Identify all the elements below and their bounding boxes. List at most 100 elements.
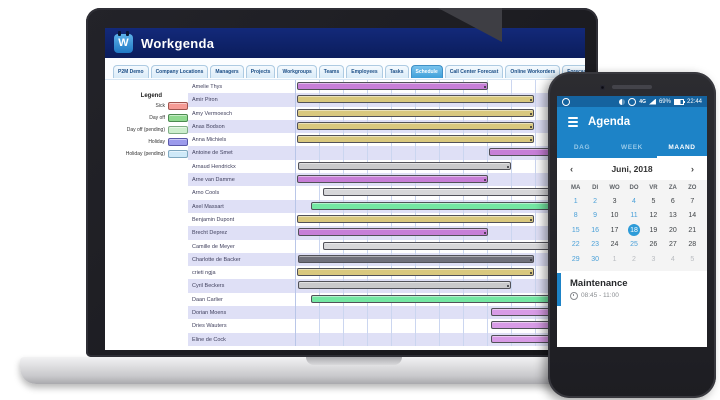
schedule-cells[interactable] bbox=[295, 332, 585, 346]
nav-tab[interactable]: Tasks bbox=[384, 65, 409, 78]
next-month-button[interactable]: › bbox=[690, 163, 694, 175]
calendar-day[interactable]: 4 bbox=[624, 194, 643, 209]
calendar-day[interactable]: 7 bbox=[683, 194, 702, 209]
calendar-day[interactable]: 18 bbox=[624, 223, 643, 238]
employee-name[interactable]: Cyril Beckers bbox=[192, 283, 225, 290]
calendar-day[interactable]: 5 bbox=[644, 194, 663, 209]
employee-name[interactable]: Brecht Deprez bbox=[192, 230, 228, 237]
calendar-day[interactable]: 2 bbox=[624, 252, 643, 267]
employee-name[interactable]: Amy Vermoesch bbox=[192, 110, 233, 117]
schedule-cells[interactable] bbox=[295, 80, 585, 94]
calendar-day[interactable]: 12 bbox=[644, 209, 663, 224]
calendar-day[interactable]: 6 bbox=[663, 194, 682, 209]
employee-name[interactable]: Arnaud Hendrickx bbox=[192, 163, 236, 170]
event-card[interactable]: Maintenance 08:45 - 11:00 bbox=[557, 272, 707, 306]
schedule-cells[interactable] bbox=[295, 319, 585, 333]
employee-name[interactable]: Amir Piron bbox=[192, 97, 218, 104]
calendar-day[interactable]: 28 bbox=[683, 238, 702, 253]
view-tab[interactable]: DAG bbox=[573, 144, 591, 151]
employee-name[interactable]: crieti ngja bbox=[192, 270, 216, 277]
calendar-day[interactable]: 15 bbox=[566, 223, 585, 238]
calendar-day[interactable]: 3 bbox=[644, 252, 663, 267]
nav-tab[interactable]: Workgroups bbox=[277, 65, 317, 78]
calendar-day[interactable]: 22 bbox=[566, 238, 585, 253]
schedule-cells[interactable] bbox=[295, 119, 585, 134]
schedule-bar[interactable] bbox=[323, 241, 585, 250]
schedule-cells[interactable] bbox=[295, 226, 585, 240]
schedule-bar[interactable] bbox=[297, 175, 488, 184]
employee-name[interactable]: Eline de Cock bbox=[192, 336, 226, 343]
employee-name[interactable]: Arno Cools bbox=[192, 190, 220, 197]
employee-name[interactable]: Axel Massart bbox=[192, 203, 224, 210]
calendar-day[interactable]: 19 bbox=[644, 223, 663, 238]
nav-tab[interactable]: Employees bbox=[346, 65, 383, 78]
calendar-day[interactable]: 27 bbox=[663, 238, 682, 253]
employee-name[interactable]: Anas Bodson bbox=[192, 123, 225, 130]
calendar-day[interactable]: 24 bbox=[605, 238, 624, 253]
schedule-cells[interactable] bbox=[295, 306, 585, 320]
schedule-cells[interactable] bbox=[295, 133, 585, 147]
employee-name[interactable]: Dorian Moens bbox=[192, 310, 227, 317]
schedule-cells[interactable] bbox=[295, 292, 585, 307]
schedule-cells[interactable] bbox=[295, 266, 585, 280]
schedule-cells[interactable] bbox=[295, 212, 585, 227]
calendar-day[interactable]: 30 bbox=[585, 252, 604, 267]
schedule-bar[interactable] bbox=[323, 188, 585, 197]
prev-month-button[interactable]: ‹ bbox=[570, 163, 574, 175]
employee-name[interactable]: Daan Carlier bbox=[192, 296, 223, 303]
calendar-day[interactable]: 17 bbox=[605, 223, 624, 238]
employee-name[interactable]: Anna Michiels bbox=[192, 137, 227, 144]
employee-name[interactable]: Amelie Thys bbox=[192, 84, 223, 90]
schedule-bar[interactable] bbox=[297, 135, 534, 144]
nav-tab[interactable]: Managers bbox=[210, 65, 244, 78]
schedule-bar[interactable] bbox=[298, 254, 534, 263]
calendar-day[interactable]: 10 bbox=[605, 209, 624, 224]
calendar-day[interactable]: 4 bbox=[663, 252, 682, 267]
nav-tab[interactable]: Projects bbox=[245, 65, 276, 78]
schedule-cells[interactable] bbox=[295, 146, 585, 160]
calendar-day[interactable]: 23 bbox=[585, 238, 604, 253]
nav-tab[interactable]: Online Workorders bbox=[505, 65, 561, 78]
schedule-cells[interactable] bbox=[295, 279, 585, 293]
nav-tab[interactable]: Call Center Forecast bbox=[444, 65, 504, 78]
calendar-day[interactable]: 26 bbox=[644, 238, 663, 253]
calendar-day[interactable]: 3 bbox=[605, 194, 624, 209]
calendar-day[interactable]: 9 bbox=[585, 209, 604, 224]
nav-tab[interactable]: Schedule bbox=[410, 65, 443, 78]
schedule-cells[interactable] bbox=[295, 159, 585, 174]
calendar-day[interactable]: 14 bbox=[683, 209, 702, 224]
schedule-cells[interactable] bbox=[295, 252, 585, 267]
schedule-bar[interactable] bbox=[297, 82, 488, 90]
employee-name[interactable]: Antoine de Smet bbox=[192, 150, 233, 157]
calendar-day[interactable]: 16 bbox=[585, 223, 604, 238]
schedule-bar[interactable] bbox=[297, 214, 534, 223]
nav-tab[interactable]: P2M Demo bbox=[113, 65, 149, 78]
schedule-bar[interactable] bbox=[311, 294, 585, 303]
schedule-bar[interactable] bbox=[297, 121, 534, 130]
employee-name[interactable]: Dries Wauters bbox=[192, 323, 227, 330]
menu-icon[interactable] bbox=[568, 117, 578, 127]
calendar-day[interactable]: 5 bbox=[683, 252, 702, 267]
calendar-day[interactable]: 2 bbox=[585, 194, 604, 209]
calendar-day[interactable]: 11 bbox=[624, 209, 643, 224]
view-tab[interactable]: WEEK bbox=[621, 144, 643, 151]
schedule-bar[interactable] bbox=[297, 108, 534, 117]
employee-name[interactable]: Arne van Damme bbox=[192, 177, 235, 184]
calendar-day[interactable]: 21 bbox=[683, 223, 702, 238]
employee-name[interactable]: Camille de Meyer bbox=[192, 243, 235, 250]
nav-tab[interactable]: Teams bbox=[318, 65, 345, 78]
calendar-day[interactable]: 29 bbox=[566, 252, 585, 267]
schedule-bar[interactable] bbox=[298, 228, 488, 237]
schedule-bar[interactable] bbox=[298, 161, 511, 170]
schedule-cells[interactable] bbox=[295, 186, 585, 200]
calendar-day[interactable]: 1 bbox=[605, 252, 624, 267]
calendar-day[interactable]: 20 bbox=[663, 223, 682, 238]
employee-name[interactable]: Charlotte de Backer bbox=[192, 256, 241, 263]
nav-tab[interactable]: Company Locations bbox=[150, 65, 209, 78]
schedule-cells[interactable] bbox=[295, 106, 585, 120]
schedule-bar[interactable] bbox=[297, 268, 534, 277]
schedule-cells[interactable] bbox=[295, 173, 585, 187]
schedule-bar[interactable] bbox=[311, 201, 585, 210]
schedule-bar[interactable] bbox=[297, 95, 534, 104]
employee-name[interactable]: Benjamin Dupont bbox=[192, 216, 235, 223]
